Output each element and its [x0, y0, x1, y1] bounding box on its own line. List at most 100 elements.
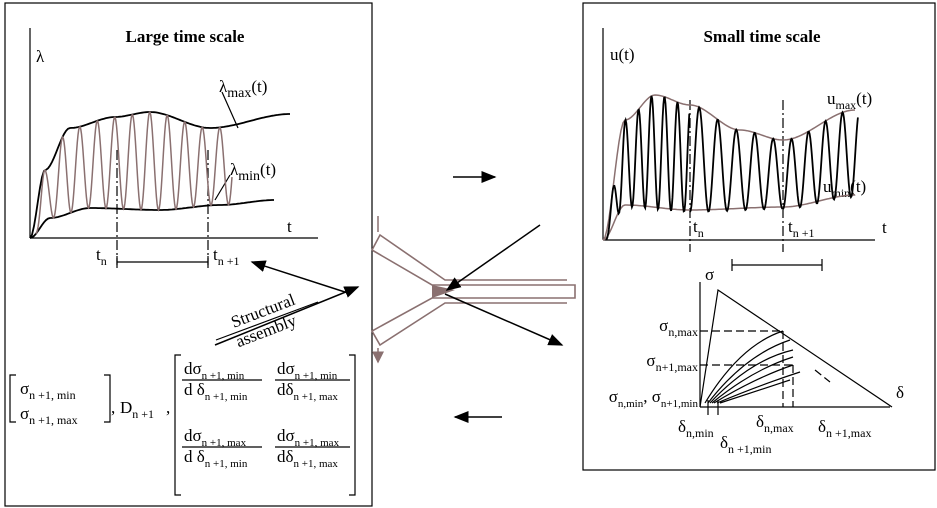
label-part: n,max	[764, 421, 794, 435]
arrow	[214, 286, 360, 346]
label: σn,min, σn+1,min	[609, 387, 699, 410]
label-part: λ	[230, 160, 239, 179]
label: ,	[111, 398, 115, 417]
label-part: σ	[646, 351, 655, 370]
label-part: n +1, min	[295, 370, 338, 382]
label-part: δ	[756, 412, 764, 431]
label-part: t	[788, 217, 793, 236]
label-part: n +1, max	[202, 437, 247, 449]
label-part: σ	[20, 404, 29, 423]
time-markers	[116, 150, 209, 265]
traction-axes	[699, 282, 890, 408]
label: σn,max	[659, 316, 698, 339]
label: Small time scale	[703, 27, 821, 46]
label: δ	[896, 383, 904, 402]
label: λ	[36, 47, 45, 66]
label-part: n +1, min	[29, 388, 75, 402]
label: u(t)	[610, 45, 635, 64]
label: δn +1,max	[818, 417, 871, 440]
label: δn,max	[756, 412, 794, 435]
label-part: n,min	[686, 426, 714, 440]
label-part: (t)	[856, 89, 872, 108]
left-frame	[4, 2, 373, 507]
label-part: n,max	[668, 325, 698, 339]
label-part: n+1,min	[661, 398, 699, 410]
label: δn,min	[678, 417, 714, 440]
label-part: δ	[720, 433, 728, 452]
traction-guides	[700, 330, 831, 407]
lambda-max	[29, 111, 290, 239]
label-part: (t)	[251, 77, 267, 96]
label-part: δ	[678, 417, 686, 436]
label: t	[882, 218, 887, 237]
label-part: t	[693, 217, 698, 236]
oscillation	[689, 105, 784, 213]
label-part: n	[698, 226, 704, 240]
arrow	[444, 293, 564, 346]
u-max	[602, 94, 856, 241]
label-part: t	[213, 245, 218, 264]
crack-tip	[432, 285, 455, 298]
label-part: n +1	[218, 254, 240, 268]
label-part: min	[238, 169, 260, 184]
label-part: λ	[219, 77, 228, 96]
label: Dn +1	[120, 398, 154, 421]
label: tn +1	[788, 217, 815, 240]
label: Large time scale	[126, 27, 245, 46]
label-part: dσ	[184, 359, 202, 378]
interval	[116, 256, 209, 268]
label: umax(t)	[827, 89, 872, 112]
label-part: dδ	[277, 380, 294, 399]
label-part: n +1, max	[294, 458, 339, 470]
label: dδn +1, max	[277, 380, 338, 403]
label-part: u	[823, 177, 832, 196]
label-part: n +1, max	[295, 437, 340, 449]
traction-curves	[704, 330, 801, 404]
label: tn +1	[213, 245, 240, 268]
label-part: n	[101, 254, 107, 268]
label: tn	[96, 245, 107, 268]
label-part: max	[227, 86, 251, 101]
label: t	[287, 217, 292, 236]
label: tn	[693, 217, 704, 240]
label-part: dδ	[277, 447, 294, 466]
label-part: δ	[818, 417, 826, 436]
label: dσn +1, min	[184, 359, 245, 382]
label-part: n +1,min	[728, 442, 771, 456]
label-part: n,min	[618, 398, 644, 410]
label-part: σ	[609, 387, 618, 406]
label: dσn +1, max	[277, 426, 340, 449]
label-part: n +1, min	[205, 458, 248, 470]
brackets	[9, 354, 356, 496]
label: σn +1, max	[20, 404, 78, 427]
specimen	[370, 233, 576, 347]
assembly-rule	[215, 301, 319, 341]
label-part: t	[96, 245, 101, 264]
fraction-bars	[182, 379, 350, 448]
label: δn +1,min	[720, 433, 771, 456]
arrow	[250, 260, 349, 294]
label: ,	[166, 398, 170, 417]
interval	[731, 259, 823, 271]
label-part: n +1, min	[202, 370, 245, 382]
label-part: d δ	[184, 380, 205, 399]
label-part: σ	[652, 387, 661, 406]
label-part: σ	[20, 379, 29, 398]
label-part: ,	[643, 387, 652, 406]
oscillation	[35, 111, 233, 235]
right-frame	[582, 2, 936, 471]
label-part: n +1, max	[29, 413, 77, 427]
label-part: d δ	[184, 447, 205, 466]
label-part: n +1	[793, 226, 815, 240]
label: σn+1,max	[646, 351, 698, 374]
label-part: dσ	[277, 426, 295, 445]
delta-ticks	[707, 400, 719, 415]
label-part: n +1, max	[294, 391, 339, 403]
label-part: dσ	[184, 426, 202, 445]
time-markers	[689, 100, 784, 252]
label: σn +1, min	[20, 379, 76, 402]
label: λmin(t)	[230, 160, 276, 184]
label-part: max	[836, 98, 857, 112]
label: d δn +1, min	[184, 380, 248, 403]
label-part: n +1	[132, 407, 154, 421]
